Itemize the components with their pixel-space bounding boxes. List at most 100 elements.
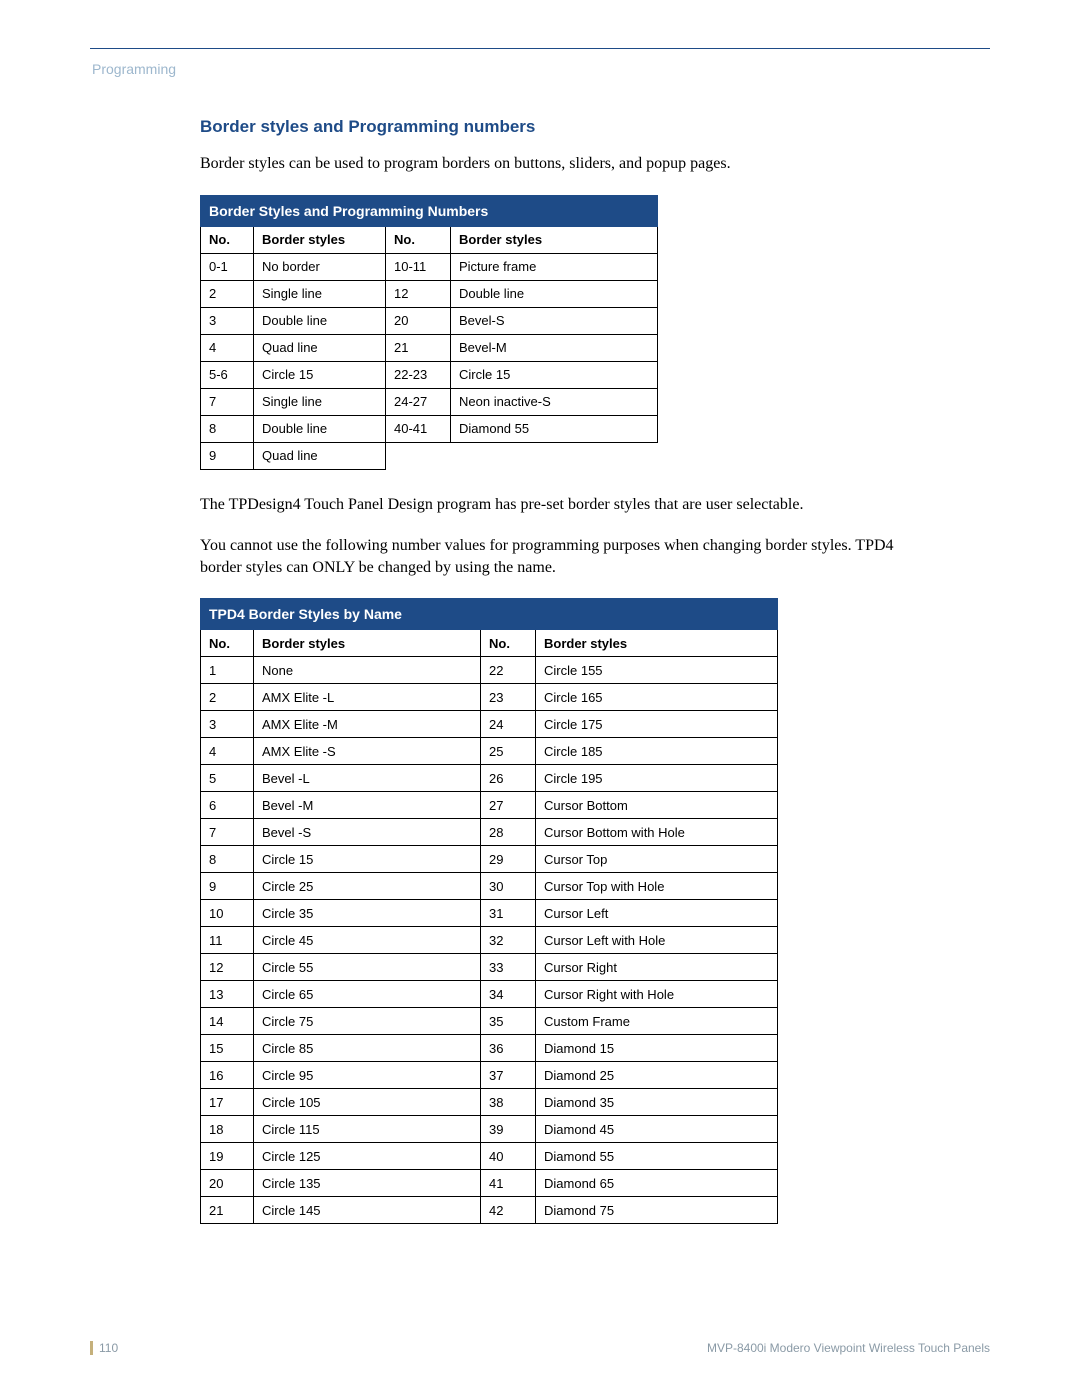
table2-head-style-1: Border styles [254,630,481,657]
table-row: 5-6Circle 1522-23Circle 15 [201,361,658,388]
table-border-styles-numbers: Border Styles and Programming Numbers No… [200,195,658,470]
table-cell: Circle 125 [254,1143,481,1170]
table-cell: Diamond 75 [536,1197,778,1224]
table-cell: Neon inactive-S [451,388,658,415]
mid-text-1: The TPDesign4 Touch Panel Design program… [200,494,900,516]
table-row: 1None22Circle 155 [201,657,778,684]
mid-text-2: You cannot use the following number valu… [200,535,900,578]
table-row: 2Single line12Double line [201,280,658,307]
table-cell: 37 [481,1062,536,1089]
table-row: 3AMX Elite -M24Circle 175 [201,711,778,738]
table-cell: 5 [201,765,254,792]
intro-text: Border styles can be used to program bor… [200,153,900,175]
table-cell: Cursor Top [536,846,778,873]
table-row: 16Circle 9537Diamond 25 [201,1062,778,1089]
table-cell: Bevel-S [451,307,658,334]
table-cell: None [254,657,481,684]
table-row: 8Circle 1529Cursor Top [201,846,778,873]
table-row: 10Circle 3531Cursor Left [201,900,778,927]
table-cell: 10 [201,900,254,927]
table-cell: Circle 35 [254,900,481,927]
table-row: 15Circle 8536Diamond 15 [201,1035,778,1062]
table-row: 20Circle 13541Diamond 65 [201,1170,778,1197]
table-cell: 35 [481,1008,536,1035]
table-row: 13Circle 6534Cursor Right with Hole [201,981,778,1008]
footer: 110 MVP-8400i Modero Viewpoint Wireless … [90,1341,990,1355]
table-cell: 20 [201,1170,254,1197]
table-cell: 41 [481,1170,536,1197]
table-cell: AMX Elite -L [254,684,481,711]
table-row: 21Circle 14542Diamond 75 [201,1197,778,1224]
table-cell: Circle 155 [536,657,778,684]
table-cell: 20 [386,307,451,334]
table-cell: Quad line [254,334,386,361]
table-cell [386,442,451,469]
table-row: 12Circle 5533Cursor Right [201,954,778,981]
table-cell: Circle 145 [254,1197,481,1224]
table-cell: 34 [481,981,536,1008]
table-cell: Diamond 35 [536,1089,778,1116]
table-cell: Diamond 55 [536,1143,778,1170]
table-cell: Bevel -S [254,819,481,846]
table-cell: Cursor Left [536,900,778,927]
table-row: 8Double line40-41Diamond 55 [201,415,658,442]
table-cell: 22-23 [386,361,451,388]
table-cell: Circle 115 [254,1116,481,1143]
table-cell: 0-1 [201,253,254,280]
table-cell: Diamond 55 [451,415,658,442]
table-cell: 21 [201,1197,254,1224]
table-row: 17Circle 10538Diamond 35 [201,1089,778,1116]
table-cell: 6 [201,792,254,819]
table-cell: 13 [201,981,254,1008]
table-row: 4AMX Elite -S25Circle 185 [201,738,778,765]
table-cell: 32 [481,927,536,954]
table1-title-row: Border Styles and Programming Numbers [201,195,658,226]
table-cell [451,442,658,469]
table1-head-style-2: Border styles [451,226,658,253]
table-cell: Circle 15 [451,361,658,388]
table-cell: Circle 175 [536,711,778,738]
table-cell: 31 [481,900,536,927]
table-cell: 38 [481,1089,536,1116]
table1-head-no-1: No. [201,226,254,253]
table-row: 11Circle 4532Cursor Left with Hole [201,927,778,954]
table-cell: AMX Elite -M [254,711,481,738]
table-cell: Custom Frame [536,1008,778,1035]
table-cell: 18 [201,1116,254,1143]
table-cell: Double line [254,415,386,442]
table-cell: Bevel -L [254,765,481,792]
table-cell: 40 [481,1143,536,1170]
table-cell: 24-27 [386,388,451,415]
table-cell: Cursor Right with Hole [536,981,778,1008]
table-tpd4-border-styles: TPD4 Border Styles by Name No. Border st… [200,598,778,1224]
table-cell: Cursor Left with Hole [536,927,778,954]
table-cell: 24 [481,711,536,738]
table-row: 18Circle 11539Diamond 45 [201,1116,778,1143]
table-cell: Circle 165 [536,684,778,711]
table-cell: 9 [201,442,254,469]
table-cell: 11 [201,927,254,954]
table-cell: Circle 195 [536,765,778,792]
table-row: 7Single line24-27Neon inactive-S [201,388,658,415]
content-area: Border styles and Programming numbers Bo… [200,117,900,1224]
table-cell: Cursor Bottom with Hole [536,819,778,846]
table-cell: Circle 55 [254,954,481,981]
table-row: 5Bevel -L26Circle 195 [201,765,778,792]
table-cell: Circle 25 [254,873,481,900]
table-cell: Diamond 65 [536,1170,778,1197]
table-row: 14Circle 7535Custom Frame [201,1008,778,1035]
table-cell: 17 [201,1089,254,1116]
top-rule [90,48,990,49]
table-cell: Double line [451,280,658,307]
table-cell: 4 [201,334,254,361]
table-cell: 2 [201,684,254,711]
table-cell: Circle 45 [254,927,481,954]
table-cell: 40-41 [386,415,451,442]
table-cell: AMX Elite -S [254,738,481,765]
table2-title: TPD4 Border Styles by Name [201,599,778,630]
header-section-label: Programming [92,61,990,77]
table-row: 9Quad line [201,442,658,469]
page-number: 110 [90,1341,118,1355]
table-cell: 12 [201,954,254,981]
table-cell: Circle 15 [254,846,481,873]
